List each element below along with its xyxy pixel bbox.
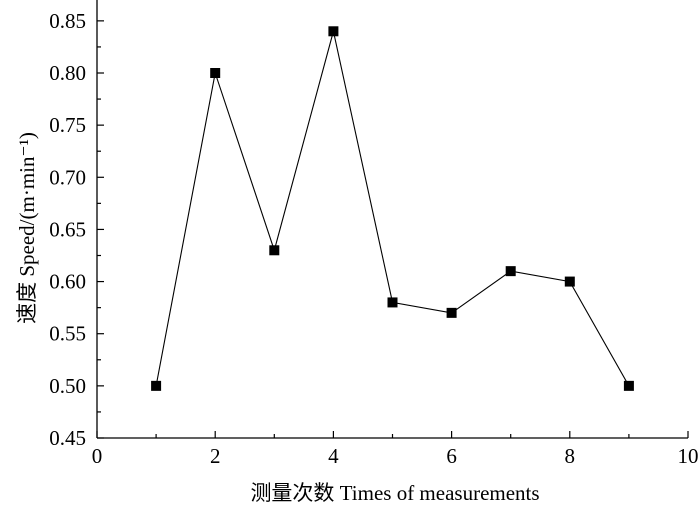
series-line-path (155, 31, 630, 387)
y-tick-label: 0.80 (49, 61, 86, 85)
y-tick-label: 0.60 (49, 270, 86, 294)
y-tick-label: 0.75 (49, 113, 86, 137)
y-tick-label: 0.85 (49, 9, 86, 33)
x-tick-label: 0 (92, 444, 103, 468)
y-tick-label: 0.65 (49, 217, 86, 241)
x-tick-label: 8 (565, 444, 576, 468)
x-tick-label: 2 (210, 444, 221, 468)
x-tick-label: 6 (446, 444, 457, 468)
data-point (564, 276, 575, 287)
y-axis-title: 速度 Speed/(m·min⁻¹) (15, 132, 39, 324)
y-tick-label: 0.70 (49, 165, 86, 189)
data-point (505, 266, 516, 277)
x-tick-label: 4 (328, 444, 339, 468)
x-axis-title: 测量次数 Times of measurements (250, 481, 539, 505)
x-tick-label: 10 (678, 444, 699, 468)
data-point (269, 245, 280, 256)
y-tick-label: 0.45 (49, 426, 86, 450)
series-line (155, 31, 630, 387)
data-point (623, 380, 634, 391)
data-point (387, 297, 398, 308)
y-tick-label: 0.50 (49, 374, 86, 398)
data-point (151, 380, 162, 391)
y-tick-label: 0.55 (49, 322, 86, 346)
series-markers (151, 26, 634, 391)
axes (96, 0, 688, 439)
ticks: 0 2 4 6 8 10 0.45 0.50 0.55 0.60 0.65 0.70 0.75 0.80 0… (49, 9, 698, 468)
data-point (210, 68, 221, 78)
data-point (328, 26, 339, 37)
data-point (446, 307, 457, 318)
